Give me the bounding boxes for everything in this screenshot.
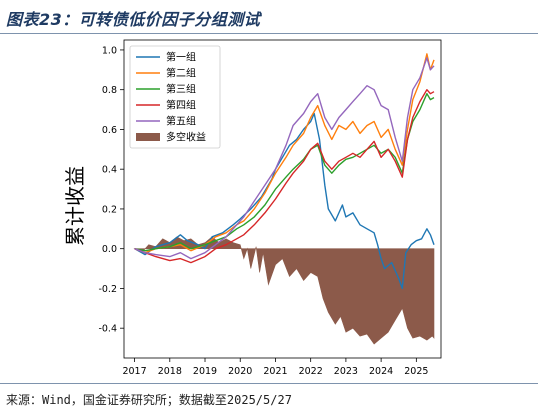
top-divider [0, 33, 538, 34]
bottom-divider [0, 383, 538, 384]
x-tick-label: 2021 [263, 366, 287, 377]
y-tick-label: 0.0 [102, 244, 117, 255]
legend-label: 多空收益 [166, 131, 206, 144]
chart: 2017 2018 2019 2020 2021 2022 2023 2024 2025 -0.4… [63, 39, 442, 377]
legend-label: 第四组 [166, 99, 196, 112]
series-layer [134, 53, 435, 290]
series-line-4 [134, 89, 435, 264]
x-tick-label: 2024 [369, 366, 393, 377]
x-tick-label: 2019 [193, 366, 217, 377]
y-tick-label: 0.2 [102, 204, 117, 215]
legend-label: 第一组 [166, 51, 196, 64]
x-tick-label: 2022 [299, 366, 323, 377]
legend-swatch-area [136, 133, 160, 141]
y-tick-label: 1.0 [102, 45, 117, 56]
x-tick-label: 2020 [228, 366, 252, 377]
legend-box [129, 45, 221, 149]
y-tick-label: 0.8 [102, 85, 117, 96]
legend-label: 第二组 [166, 67, 196, 80]
source-note: 来源：Wind，国金证券研究所；数据截至2025/5/27 [6, 393, 292, 407]
chart-title: 图表23：可转债低价因子分组测试 [6, 10, 261, 29]
x-tick-label: 2025 [404, 366, 428, 377]
series-line-5 [134, 57, 435, 260]
x-tick-label: 2017 [122, 366, 146, 377]
long-short-area-layer [133, 236, 435, 345]
axis-layer: 2017 2018 2019 2020 2021 2022 2023 2024 2025 -0.4… [98, 45, 428, 377]
series-line-1 [134, 112, 435, 290]
y-tick-label: -0.4 [98, 324, 117, 335]
legend-label: 第五组 [166, 115, 196, 128]
y-tick-label: -0.2 [98, 284, 117, 295]
x-tick-label: 2018 [158, 366, 182, 377]
series-area-long-short [133, 236, 435, 345]
y-tick-label: 0.6 [102, 125, 117, 136]
y-axis-label: 累计收益 [63, 166, 87, 246]
legend-label: 第三组 [166, 83, 196, 96]
x-tick-label: 2023 [334, 366, 358, 377]
y-tick-label: 0.4 [102, 165, 117, 176]
